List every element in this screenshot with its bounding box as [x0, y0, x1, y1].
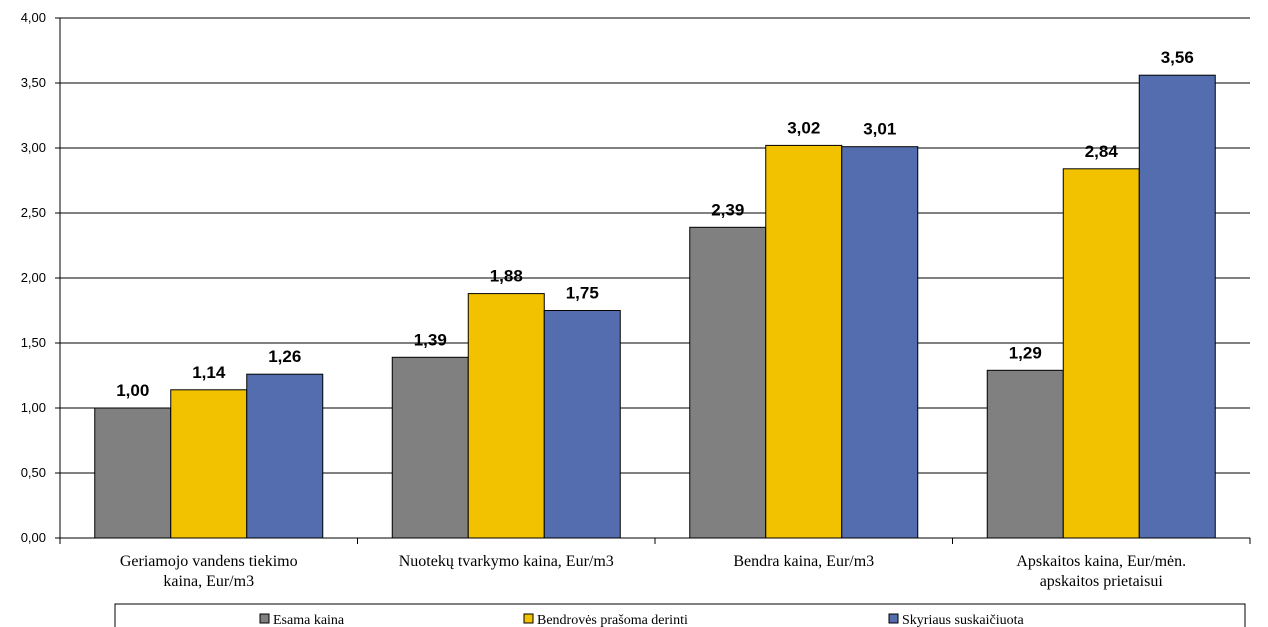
- category-label: apskaitos prietaisui: [1040, 573, 1164, 590]
- data-label: 3,01: [863, 120, 896, 139]
- category-label: Apskaitos kaina, Eur/mėn.: [1016, 553, 1186, 570]
- category-label: Geriamojo vandens tiekimo: [120, 553, 298, 570]
- category-labels: Geriamojo vandens tiekimo kaina, Eur/m3 Nu…: [120, 553, 1186, 590]
- data-label: 1,26: [268, 347, 301, 366]
- bar: [246, 373, 324, 539]
- y-tick-label: 1,00: [21, 400, 46, 415]
- bar: [467, 293, 545, 539]
- y-tick-label: 1,50: [21, 335, 46, 350]
- bar: [391, 356, 469, 539]
- data-label: 1,00: [116, 381, 149, 400]
- bar: [543, 310, 621, 539]
- category-label: Nuotekų tvarkymo kaina, Eur/m3: [399, 553, 614, 570]
- bar: [986, 369, 1064, 539]
- data-label: 1,75: [566, 284, 599, 303]
- data-label: 3,56: [1161, 48, 1194, 67]
- bars: [94, 74, 1216, 539]
- y-axis-ticks: 0,00 0,50 1,00 1,50 2,00 2,50 3,00 3,50 4,00: [21, 10, 60, 545]
- data-label: 3,02: [787, 118, 820, 137]
- data-label: 1,14: [192, 363, 226, 382]
- y-tick-label: 0,50: [21, 465, 46, 480]
- legend-swatch: [259, 613, 270, 624]
- data-label: 1,88: [490, 267, 523, 286]
- data-label: 2,84: [1085, 142, 1119, 161]
- y-tick-label: 2,50: [21, 205, 46, 220]
- bar: [689, 226, 767, 539]
- legend: Esama kaina Bendrovės prašoma derinti Skyr…: [114, 603, 1246, 627]
- y-tick-label: 3,00: [21, 140, 46, 155]
- legend-swatch: [888, 613, 899, 624]
- legend-swatch: [523, 613, 534, 624]
- bar: [94, 407, 172, 539]
- legend-label: Skyriaus suskaičiuota: [902, 613, 1024, 627]
- bar: [1138, 74, 1216, 539]
- bar: [841, 146, 919, 539]
- data-label: 2,39: [711, 200, 744, 219]
- legend-label: Esama kaina: [273, 613, 345, 627]
- bar: [1062, 168, 1140, 539]
- legend-box: [114, 603, 1246, 627]
- bar: [170, 389, 248, 539]
- data-labels: 1,00 1,14 1,26 1,39 1,88 1,75 2,39 3,02 3,01 1,29…: [116, 48, 1194, 400]
- axes: [59, 18, 1251, 544]
- data-label: 1,39: [414, 330, 447, 349]
- y-tick-label: 0,00: [21, 530, 46, 545]
- y-tick-label: 4,00: [21, 10, 46, 25]
- legend-label: Bendrovės prašoma derinti: [537, 613, 688, 627]
- y-tick-label: 3,50: [21, 75, 46, 90]
- bar: [765, 144, 843, 539]
- data-label: 1,29: [1009, 343, 1042, 362]
- y-tick-label: 2,00: [21, 270, 46, 285]
- category-label: Bendra kaina, Eur/m3: [733, 553, 874, 570]
- category-label: kaina, Eur/m3: [163, 573, 254, 590]
